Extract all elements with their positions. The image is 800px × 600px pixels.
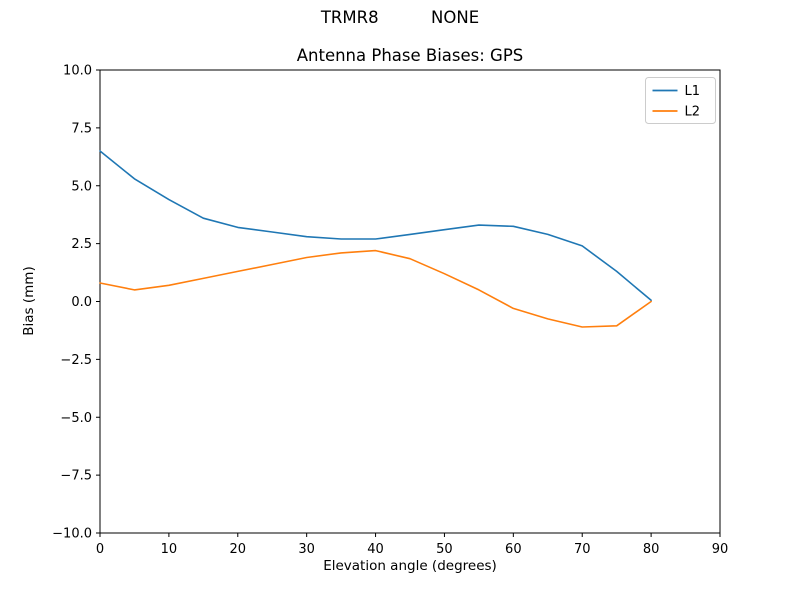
series-line-l1 [99,150,652,302]
plot-border [99,69,721,534]
y-tick-label: 2.5 [71,237,92,252]
y-tick-label: −7.5 [60,469,92,484]
y-tick-label: −10.0 [52,527,92,542]
x-tick-label: 80 [643,542,660,557]
axes-title: Antenna Phase Biases: GPS [296,46,524,65]
x-tick-label: 60 [505,542,522,557]
y-axis-label: Bias (mm) [21,266,37,336]
x-tick-label: 20 [230,542,247,557]
legend-label-l2: L2 [685,105,701,120]
x-axis-label: Elevation angle (degrees) [323,558,497,574]
y-tick-label: −5.0 [60,411,92,426]
legend-label-l1: L1 [685,84,701,99]
x-tick-label: 0 [96,542,104,557]
y-tick-label: 7.5 [71,121,92,136]
x-tick-label: 70 [574,542,591,557]
figure-suptitle: TRMR8 NONE [320,8,480,27]
x-tick-label: 50 [436,542,453,557]
legend-box [645,77,716,124]
y-tick-label: 0.0 [71,295,92,310]
x-tick-label: 90 [712,542,729,557]
y-tick-label: −2.5 [60,353,92,368]
y-tick-label: 5.0 [71,179,92,194]
y-tick-label: 10.0 [63,64,92,79]
x-tick-label: 30 [298,542,315,557]
x-tick-label: 10 [161,542,178,557]
x-tick-label: 40 [367,542,384,557]
series-line-l2 [99,249,652,328]
